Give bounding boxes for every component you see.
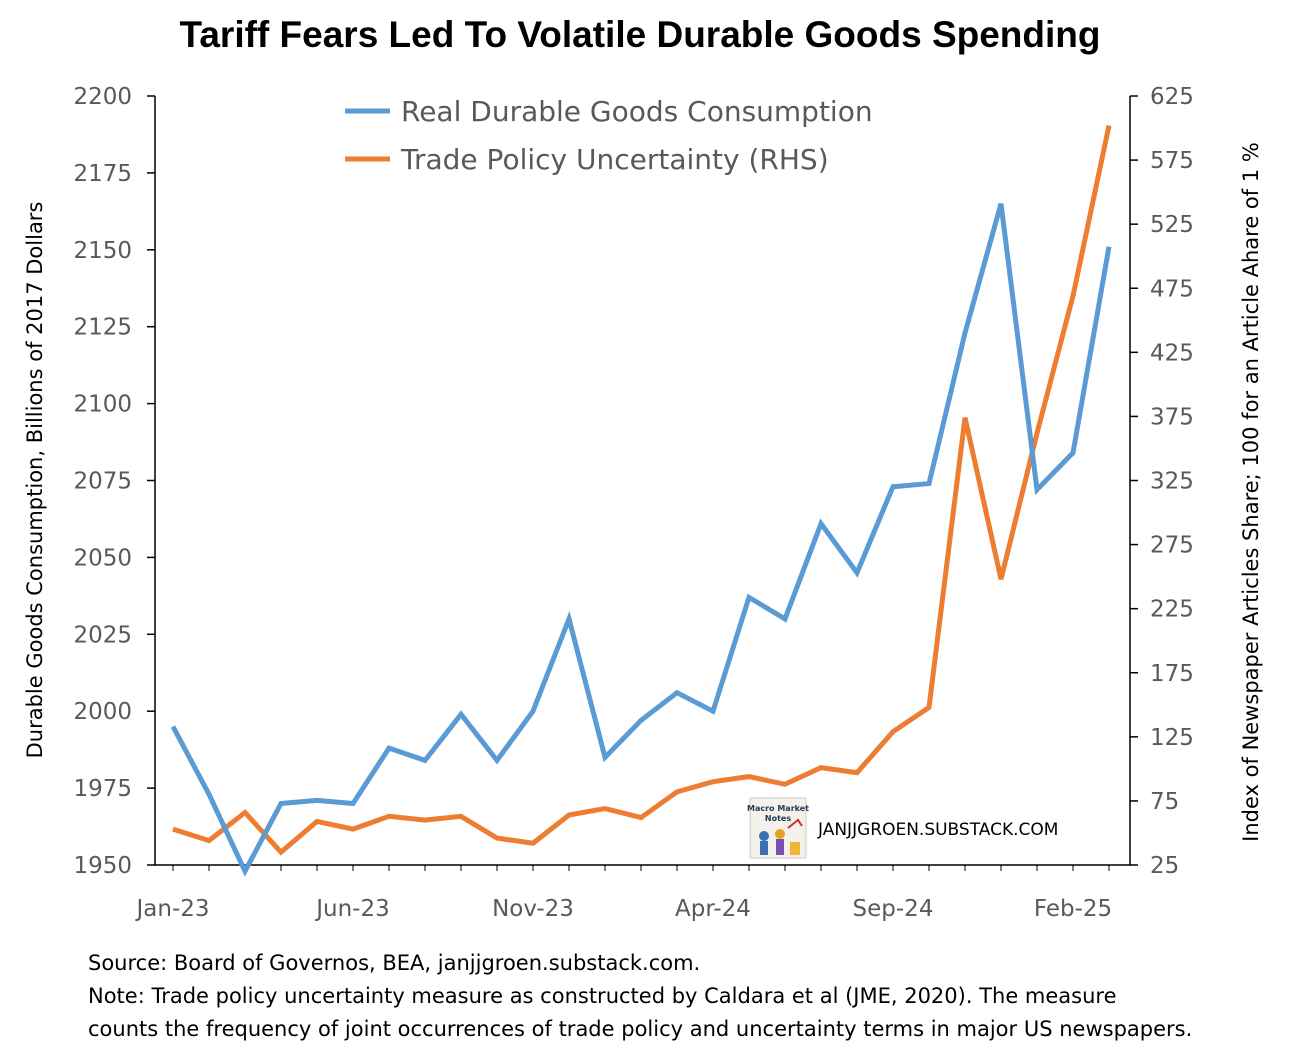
x-ticks: Jan-23 Jun-23 Nov-23 Apr-24 Sep-24 Feb-25 [134, 865, 1112, 922]
watermark-logo: Macro Market Notes [747, 797, 809, 859]
note-line-1: Note: Trade policy uncertainty measure a… [88, 984, 1117, 1008]
right-tick-label: 425 [1150, 340, 1194, 366]
x-tick-label: Sep-24 [853, 896, 934, 922]
left-tick-label: 2125 [73, 315, 132, 341]
left-tick-label: 2050 [73, 545, 132, 571]
right-tick-label: 225 [1150, 597, 1194, 623]
x-tick-label: Apr-24 [675, 896, 751, 922]
series-layer [170, 124, 1112, 877]
right-tick-label: 625 [1150, 84, 1194, 110]
legend-label-tpu: Trade Policy Uncertainty (RHS) [400, 143, 829, 176]
right-tick-label: 75 [1150, 789, 1179, 815]
left-tick-label: 2000 [73, 699, 132, 725]
watermark-text: JANJJGROEN.SUBSTACK.COM [817, 820, 1058, 840]
x-tick-label: Jun-23 [314, 896, 390, 922]
left-y-ticks: 1950 1975 2000 2025 2050 2075 2100 2125 2150 2175… [73, 84, 155, 879]
left-tick-label: 1975 [73, 776, 132, 802]
right-tick-label: 475 [1150, 276, 1194, 302]
right-tick-label: 525 [1150, 212, 1194, 238]
x-tick-label: Feb-25 [1034, 896, 1112, 922]
right-tick-label: 125 [1150, 725, 1194, 751]
right-y-ticks: 25 75 125 175 225 275 325 375 425 475 525 575 625 [1130, 84, 1194, 879]
note-line-2: counts the frequency of joint occurrence… [88, 1017, 1192, 1041]
right-tick-label: 375 [1150, 404, 1194, 430]
left-tick-label: 2100 [73, 392, 132, 418]
series-line-durable-goods [170, 203, 1112, 877]
svg-text:Macro Market: Macro Market [747, 804, 809, 813]
x-tick-label: Nov-23 [492, 896, 574, 922]
x-tick-label: Jan-23 [134, 896, 209, 922]
svg-text:Notes: Notes [765, 814, 791, 823]
legend: Real Durable Goods Consumption Trade Pol… [345, 95, 873, 176]
legend-label-durable: Real Durable Goods Consumption [401, 95, 873, 128]
left-axis-title: Durable Goods Consumption, Billions of 2… [23, 202, 47, 759]
chart-title: Tariff Fears Led To Volatile Durable Goo… [180, 14, 1101, 55]
right-tick-label: 175 [1150, 661, 1194, 687]
right-axis-title: Index of Newspaper Articles Share; 100 f… [1239, 142, 1263, 842]
series-line-trade-policy-uncertainty [172, 124, 1112, 856]
left-tick-label: 2025 [73, 622, 132, 648]
left-tick-label: 2200 [73, 84, 132, 110]
right-tick-label: 575 [1150, 148, 1194, 174]
left-tick-label: 2150 [73, 238, 132, 264]
right-tick-label: 275 [1150, 533, 1194, 559]
right-tick-label: 325 [1150, 469, 1194, 495]
watermark: Macro Market Notes JANJJGROEN.SUBSTACK.C… [747, 797, 1058, 859]
source-note: Source: Board of Governos, BEA, janjjgro… [88, 951, 700, 975]
right-tick-label: 25 [1150, 853, 1179, 879]
left-tick-label: 1950 [73, 853, 132, 879]
left-tick-label: 2175 [73, 161, 132, 187]
left-tick-label: 2075 [73, 469, 132, 495]
